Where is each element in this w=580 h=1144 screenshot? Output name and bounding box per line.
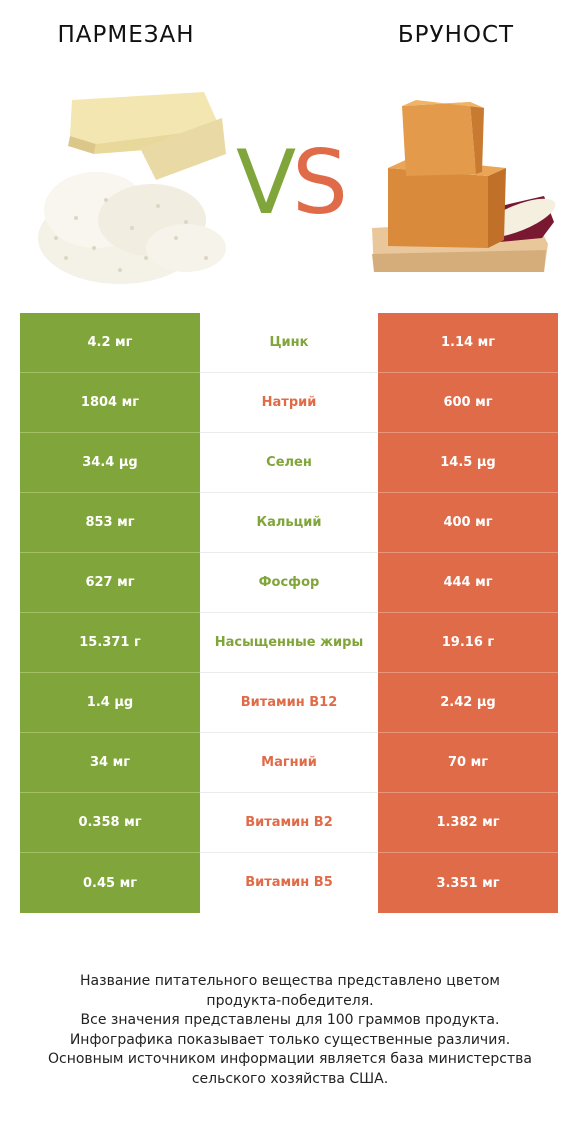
vs-v-letter: V bbox=[235, 131, 296, 234]
nutrient-name-cell: Витамин B2 bbox=[200, 793, 378, 853]
left-value-cell: 627 мг bbox=[20, 553, 200, 613]
table-row: 4.2 мг Цинк 1.14 мг bbox=[20, 313, 558, 373]
right-value-cell: 70 мг bbox=[378, 733, 558, 793]
right-value-cell: 14.5 µg bbox=[378, 433, 558, 493]
nutrient-comparison-table: 4.2 мг Цинк 1.14 мг 1804 мг Натрий 600 мг 34.4… bbox=[20, 313, 558, 913]
left-value-cell: 1804 мг bbox=[20, 373, 200, 433]
footer-line: Основным источником информации является … bbox=[48, 1051, 532, 1067]
footer-line: продукта-победителя. bbox=[206, 992, 374, 1009]
left-value-cell: 34 мг bbox=[20, 733, 200, 793]
nutrient-name-cell: Витамин B5 bbox=[200, 853, 378, 913]
table-row: 1.4 µg Витамин B12 2.42 µg bbox=[20, 673, 558, 733]
left-value-cell: 34.4 µg bbox=[20, 433, 200, 493]
left-value-cell: 15.371 г bbox=[20, 613, 200, 673]
table-row: 0.358 мг Витамин B2 1.382 мг bbox=[20, 793, 558, 853]
table-row: 34 мг Магний 70 мг bbox=[20, 733, 558, 793]
nutrient-name-cell: Насыщенные жиры bbox=[200, 613, 378, 673]
right-value-cell: 1.14 мг bbox=[378, 313, 558, 373]
left-value-cell: 0.45 мг bbox=[20, 853, 200, 913]
table-row: 1804 мг Натрий 600 мг bbox=[20, 373, 558, 433]
right-value-cell: 1.382 мг bbox=[378, 793, 558, 853]
left-value-cell: 853 мг bbox=[20, 493, 200, 553]
brunost-image bbox=[372, 100, 556, 272]
table-row: 0.45 мг Витамин B5 3.351 мг bbox=[20, 853, 558, 913]
vs-label: VS bbox=[222, 128, 358, 238]
right-value-cell: 400 мг bbox=[378, 493, 558, 553]
footer-line: сельского хозяйства США. bbox=[191, 1070, 389, 1087]
left-value-cell: 1.4 µg bbox=[20, 673, 200, 733]
parmesan-image bbox=[38, 92, 226, 284]
table-row: 627 мг Фосфор 444 мг bbox=[20, 553, 558, 613]
table-row: 34.4 µg Селен 14.5 µg bbox=[20, 433, 558, 493]
nutrient-name-cell: Натрий bbox=[200, 373, 378, 433]
right-value-cell: 2.42 µg bbox=[378, 673, 558, 733]
vs-s-letter: S bbox=[292, 131, 348, 234]
nutrient-name-cell: Кальций bbox=[200, 493, 378, 553]
footer-notes: Название питательного вещества представл… bbox=[20, 972, 560, 1089]
nutrient-name-cell: Магний bbox=[200, 733, 378, 793]
left-product-title: ПАРМЕЗАН bbox=[57, 22, 195, 48]
left-value-cell: 0.358 мг bbox=[20, 793, 200, 853]
nutrient-name-cell: Витамин B12 bbox=[200, 673, 378, 733]
table-row: 15.371 г Насыщенные жиры 19.16 г bbox=[20, 613, 558, 673]
right-value-cell: 19.16 г bbox=[378, 613, 558, 673]
nutrient-name-cell: Цинк bbox=[200, 313, 378, 373]
right-value-cell: 3.351 мг bbox=[378, 853, 558, 913]
right-product-title: БРУНОСТ bbox=[397, 22, 515, 48]
footer-line: Инфографика показывает только существенн… bbox=[69, 1031, 511, 1048]
left-value-cell: 4.2 мг bbox=[20, 313, 200, 373]
footer-line: Все значения представлены для 100 граммо… bbox=[80, 1012, 500, 1028]
right-value-cell: 444 мг bbox=[378, 553, 558, 613]
right-value-cell: 600 мг bbox=[378, 373, 558, 433]
table-row: 853 мг Кальций 400 мг bbox=[20, 493, 558, 553]
nutrient-name-cell: Селен bbox=[200, 433, 378, 493]
nutrient-name-cell: Фосфор bbox=[200, 553, 378, 613]
footer-line: Название питательного вещества представл… bbox=[80, 973, 500, 989]
